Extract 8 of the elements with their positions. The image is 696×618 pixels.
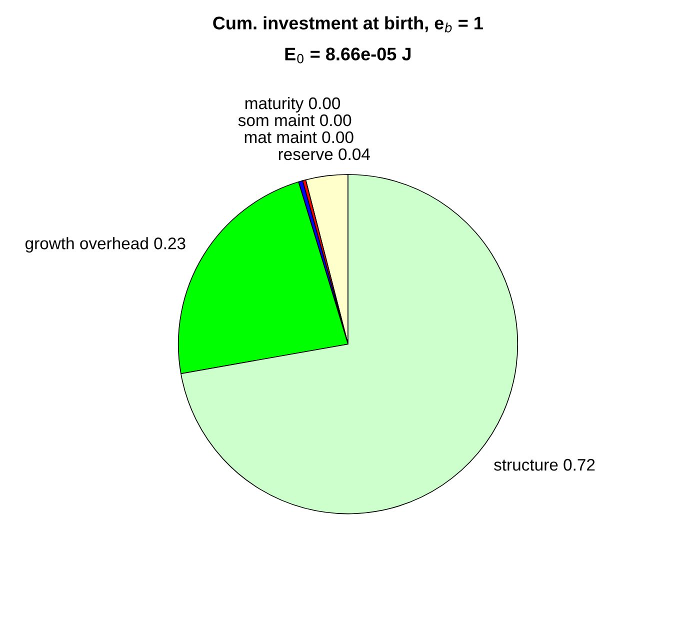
slice-label: structure 0.72 xyxy=(494,458,595,471)
slice-label: mat maint 0.00 xyxy=(244,130,354,144)
category-label: maturity 0.00 xyxy=(245,96,340,113)
slice-label: reserve 0.04 xyxy=(278,148,370,160)
chart-subtitle: E$_{0}$ = 8.66e-05 J xyxy=(285,48,411,64)
slice-label: growth overhead 0.23 xyxy=(25,237,186,253)
slice-label: som maint 0.00 xyxy=(238,114,352,126)
chart-title: Cum. investment at birth, e$_{b}$ = 1 xyxy=(213,16,483,32)
